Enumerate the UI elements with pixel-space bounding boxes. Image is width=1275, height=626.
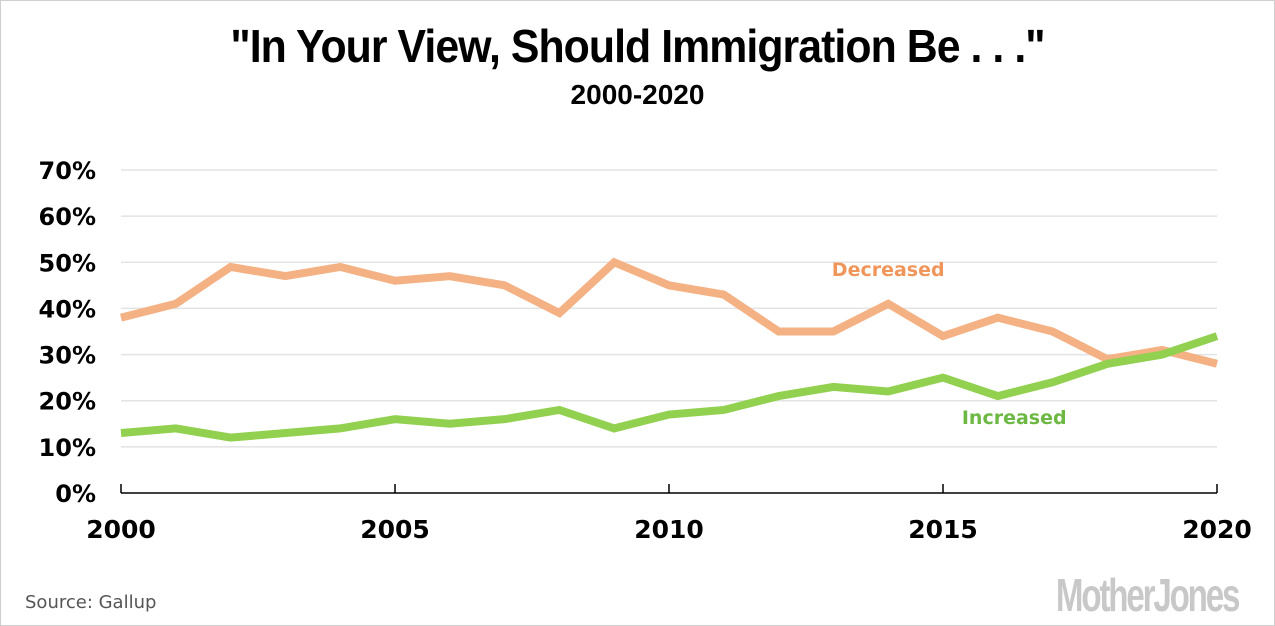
y-tick-label: 0% (55, 480, 96, 508)
x-tick-label: 2010 (634, 515, 704, 544)
y-tick-label: 30% (39, 342, 96, 370)
y-tick-label: 60% (39, 203, 96, 231)
y-tick-label: 70% (39, 157, 96, 185)
series-lines (120, 257, 1219, 442)
series-labels: Decreased Increased (832, 259, 1067, 429)
gridlines (121, 169, 1217, 448)
series-label-increased: Increased (962, 407, 1067, 429)
y-tick-label: 20% (39, 388, 96, 416)
x-tick-label: 2000 (86, 515, 156, 544)
y-tick-label: 10% (39, 434, 96, 462)
y-tick-label: 40% (39, 295, 96, 323)
mother-jones-logo: MotherJones (1055, 569, 1241, 621)
x-tick-label: 2020 (1182, 515, 1252, 544)
x-tick-label: 2005 (360, 515, 430, 544)
y-tick-label: 50% (39, 249, 96, 277)
source-note: Source: Gallup (25, 592, 157, 613)
axes: 0% 10% 20% 30% 40% 50% 60% 70% 2000 2005 2010 2015 2… (39, 157, 1252, 544)
chart-subtitle: 2000-2020 (570, 79, 705, 110)
chart-title: "In Your View, Should Immigration Be . .… (230, 20, 1045, 72)
series-line-decreased (120, 257, 1218, 368)
series-label-decreased: Decreased (832, 259, 945, 281)
x-tick-label: 2015 (908, 515, 978, 544)
